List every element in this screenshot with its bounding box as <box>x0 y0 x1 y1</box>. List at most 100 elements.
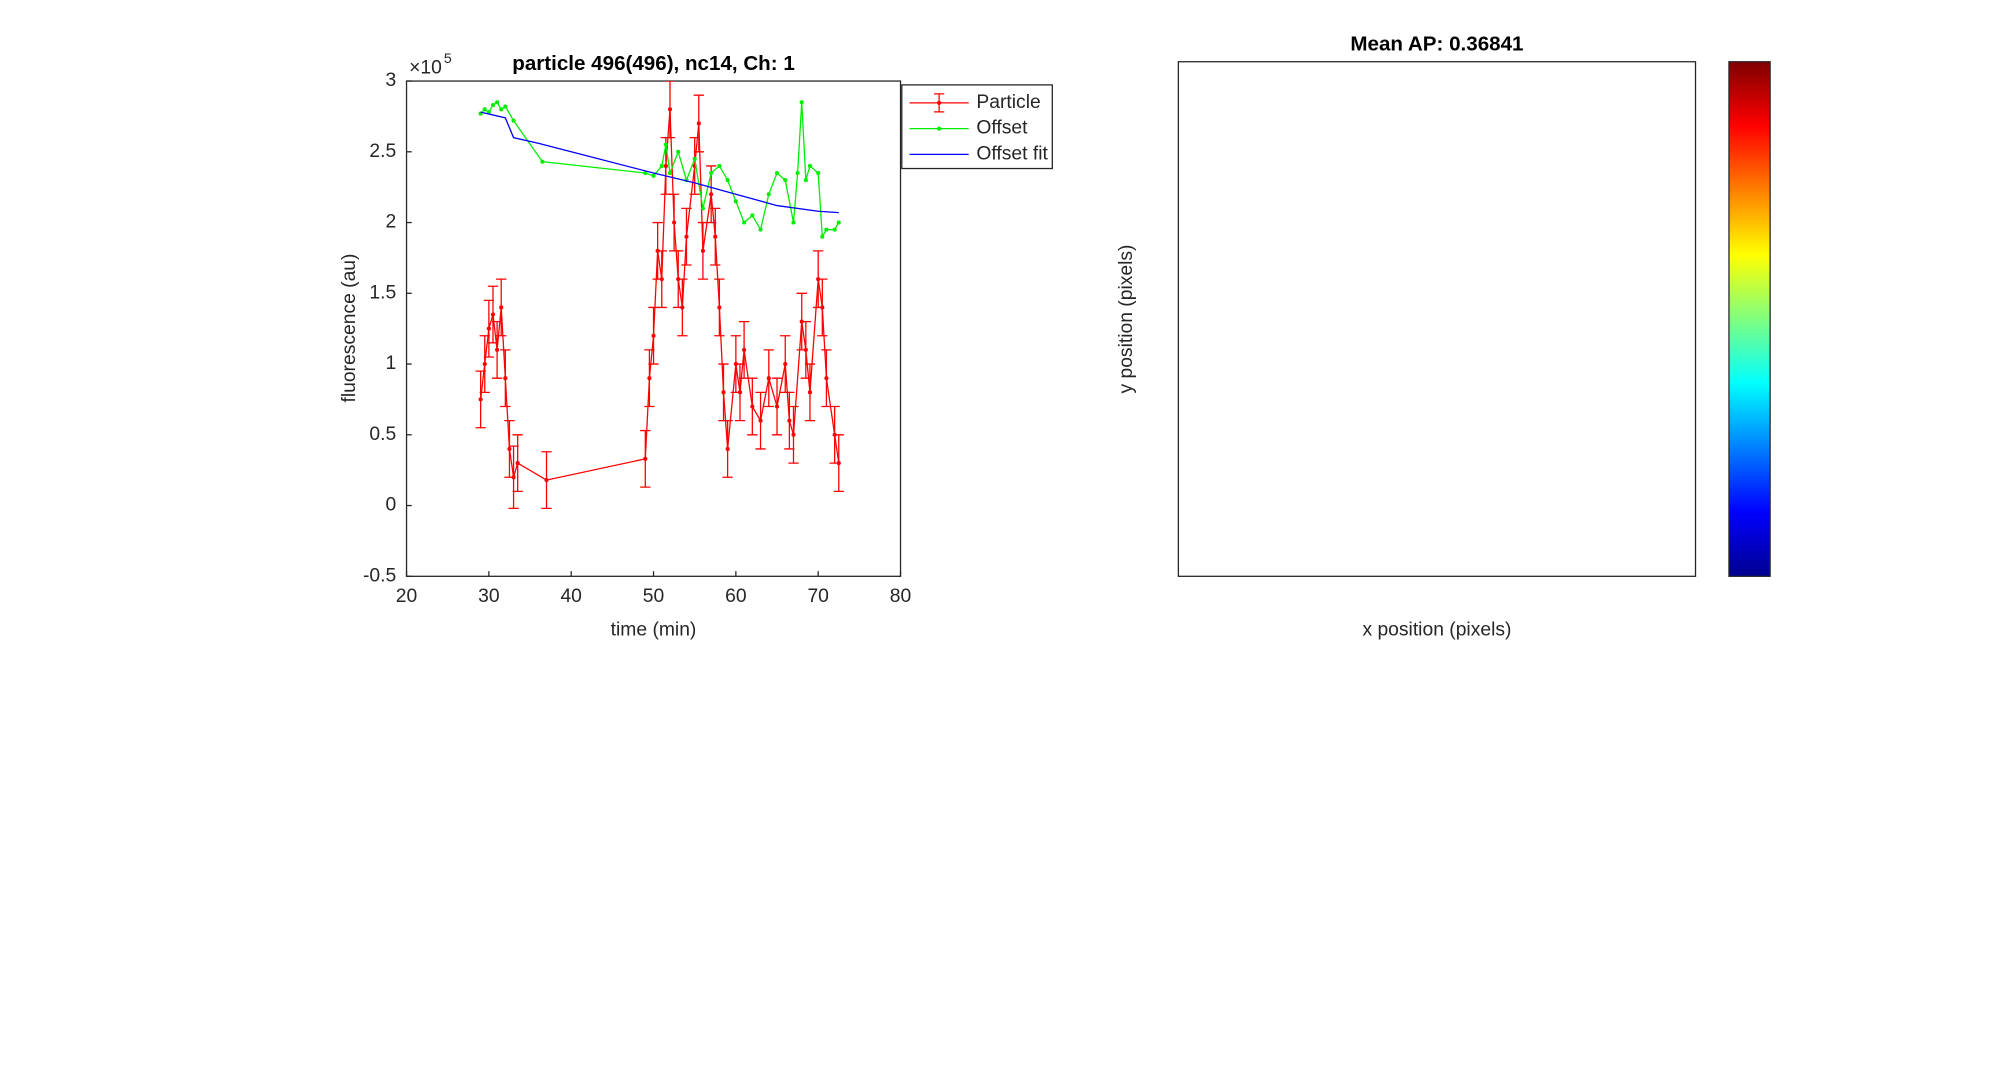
data-point <box>725 446 730 452</box>
x-tick-label: 70 <box>807 586 828 607</box>
data-point <box>750 213 755 218</box>
data-point <box>758 418 763 423</box>
data-point <box>696 121 701 126</box>
data-point <box>766 192 771 197</box>
x-axis-label: time (min) <box>611 619 697 640</box>
colorbar <box>1728 61 1771 577</box>
data-point <box>742 347 747 352</box>
data-point <box>836 461 841 466</box>
y-axis-label: fluorescence (au) <box>339 254 360 403</box>
data-point <box>663 163 668 169</box>
series-line <box>479 109 840 481</box>
data-point <box>750 404 755 409</box>
data-point <box>647 376 652 381</box>
data-point <box>803 347 808 352</box>
x-tick-label: 80 <box>890 586 911 607</box>
data-point <box>667 170 673 176</box>
data-point <box>651 173 656 178</box>
y-tick-label: 0 <box>386 495 397 516</box>
data-point <box>783 361 788 367</box>
data-point <box>499 107 504 112</box>
data-point <box>482 361 487 367</box>
data-point <box>709 192 714 197</box>
data-point <box>733 199 738 204</box>
y-axis-label: y position (pixels) <box>1116 245 1137 394</box>
axes-box <box>1177 61 1697 577</box>
data-point <box>816 170 821 176</box>
data-point <box>807 163 813 169</box>
data-point <box>692 156 697 161</box>
data-point <box>758 227 763 232</box>
data-point <box>490 103 496 108</box>
data-point <box>820 305 825 310</box>
data-point <box>795 170 800 176</box>
data-point <box>713 234 718 239</box>
y-tick-label: 3 <box>386 70 397 91</box>
legend-label: Particle <box>976 92 1040 113</box>
data-point <box>495 100 500 105</box>
legend-label: Offset fit <box>976 143 1048 164</box>
data-point <box>717 163 722 169</box>
data-point <box>672 220 677 225</box>
data-point <box>742 220 747 225</box>
x-tick-label: 60 <box>725 586 746 607</box>
axis-multiplier: ×10 <box>409 57 442 78</box>
legend-swatch <box>937 126 942 131</box>
data-point <box>540 159 545 164</box>
data-point <box>725 178 730 183</box>
series-line <box>480 111 839 214</box>
data-point <box>663 142 668 147</box>
data-point <box>737 390 743 395</box>
data-point <box>643 170 648 176</box>
data-point <box>807 390 813 395</box>
data-point <box>499 305 504 310</box>
data-point <box>721 390 726 395</box>
data-point <box>659 277 664 282</box>
data-point <box>774 170 780 176</box>
data-point <box>667 107 673 112</box>
y-tick-label: 1 <box>386 353 397 374</box>
data-point <box>507 446 512 452</box>
data-point <box>495 347 500 352</box>
data-point <box>824 376 829 381</box>
data-point <box>544 478 549 483</box>
chart-title: Mean AP: 0.36841 <box>1350 32 1523 55</box>
data-point <box>684 234 689 239</box>
x-tick-label: 40 <box>560 586 581 607</box>
data-point <box>803 178 808 183</box>
data-point <box>515 461 520 466</box>
data-point <box>659 163 664 169</box>
data-point <box>717 305 722 310</box>
data-point <box>820 234 825 239</box>
data-point <box>482 107 487 112</box>
y-tick-label: 0.5 <box>369 424 396 445</box>
data-point <box>787 418 792 423</box>
data-point <box>490 312 496 317</box>
y-tick-label: 2 <box>386 212 397 233</box>
x-tick-label: 30 <box>478 586 499 607</box>
data-point <box>676 149 681 154</box>
plot-area <box>475 81 844 510</box>
data-point <box>832 227 837 232</box>
data-point <box>486 326 491 331</box>
axis-multiplier-exponent: 5 <box>444 50 452 66</box>
y-tick-label: -0.5 <box>363 565 396 586</box>
data-point <box>783 178 788 183</box>
data-point <box>700 248 705 253</box>
x-axis-label: x position (pixels) <box>1362 619 1511 640</box>
data-point <box>680 305 685 310</box>
data-point <box>511 118 516 123</box>
legend-swatch <box>937 100 942 105</box>
data-point <box>791 220 796 225</box>
data-point <box>791 432 796 437</box>
data-point <box>643 456 648 461</box>
x-tick-label: 20 <box>396 586 417 607</box>
data-point <box>709 170 714 176</box>
legend-label: Offset <box>976 118 1028 139</box>
y-tick-label: 2.5 <box>369 141 396 162</box>
plot-layer: 20 30 40 50 60 70 80 -0.5 0 0.5 1 1.5 2 2.5 3 Particle O… <box>363 70 1053 607</box>
data-point <box>478 397 483 402</box>
data-point <box>503 376 508 381</box>
